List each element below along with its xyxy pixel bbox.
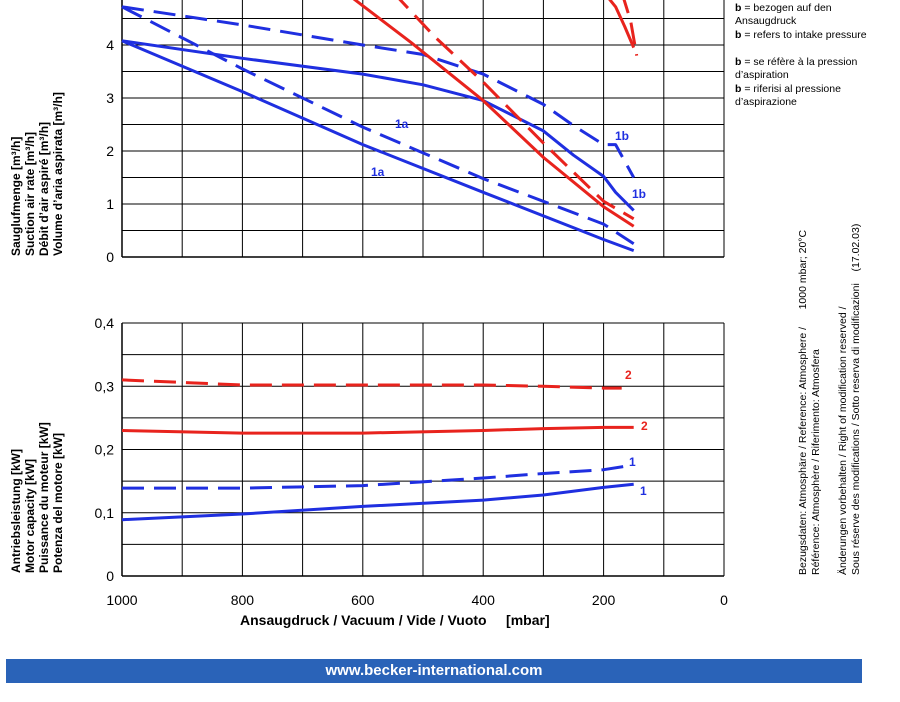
curve-label-1a-solid: 1a bbox=[371, 165, 385, 179]
x-tick-label: 200 bbox=[592, 592, 616, 608]
lower-ylabel-fr: Puissance du moteur [kW] bbox=[37, 422, 51, 573]
series-line-2-solid bbox=[121, 425, 634, 435]
y-tick-label: 0,2 bbox=[95, 442, 115, 458]
reference-data-line1: Bezugsdaten: Atmosphäre / Reference: Atm… bbox=[797, 229, 809, 575]
series-line-1a-solid bbox=[121, 39, 635, 253]
modification-note-line1: Änderungen vorbehalten / Right of modifi… bbox=[837, 306, 849, 576]
x-axis-title: Ansaugdruck / Vacuum / Vide / Vuoto [mba… bbox=[240, 612, 550, 628]
y-tick-label: 0 bbox=[106, 249, 114, 265]
axis-ticks: 0 1 2 3 4 0 0,1 0,2 0,3 0,4 1000 800 600 400 200 0 bbox=[95, 37, 729, 608]
series-line-1-solid bbox=[121, 482, 634, 522]
lower-plot-grid bbox=[121, 322, 725, 577]
curve-label-1-dashed: 1 bbox=[629, 455, 636, 469]
series-line-1b-dashed bbox=[121, 5, 636, 179]
series-line-1a-dashed bbox=[121, 5, 635, 246]
upper-plot-grid bbox=[121, 0, 725, 258]
curve-label-1-solid: 1 bbox=[640, 484, 647, 498]
upper-ylabel-it: Volume d’aria aspirata [m³/h] bbox=[51, 92, 65, 256]
upper-ylabel-de: Sauglufmenge [m³/h] bbox=[9, 136, 23, 256]
lower-plot-series bbox=[121, 378, 634, 522]
upper-plot-series bbox=[121, 0, 639, 253]
curve-label-2-solid: 2 bbox=[641, 419, 648, 433]
note-fr: b = se réfère à la pression d’aspiration bbox=[735, 56, 858, 81]
series-line-2-dashed bbox=[121, 378, 622, 390]
curve-label-1a-dashed: 1a bbox=[395, 117, 409, 131]
x-tick-label: 1000 bbox=[106, 592, 137, 608]
reference-data-line2: Référence: Atmosphère / Riferimento: Atm… bbox=[810, 349, 822, 575]
y-tick-label: 0,1 bbox=[95, 505, 115, 521]
curve-label-2-dashed: 2 bbox=[625, 368, 632, 382]
lower-ylabel-de: Antriebsleistung [kW] bbox=[9, 448, 23, 573]
series-line-red-solid bbox=[352, 0, 635, 228]
x-tick-label: 800 bbox=[231, 592, 255, 608]
curve-label-1b-solid: 1b bbox=[632, 187, 646, 201]
x-tick-label: 0 bbox=[720, 592, 728, 608]
upper-ylabel-fr: Débit d’air aspiré [m³/h] bbox=[37, 121, 51, 256]
series-line-1b-solid bbox=[121, 39, 635, 212]
y-tick-label: 1 bbox=[106, 196, 114, 212]
lower-ylabel-it: Potenza del motore [kW] bbox=[51, 432, 65, 573]
y-tick-label: 0,4 bbox=[95, 315, 115, 331]
y-tick-label: 2 bbox=[106, 143, 114, 159]
lower-ylabel-en: Motor capacity [kW] bbox=[23, 458, 37, 573]
upper-ylabel-en: Suction air rate [m³/h] bbox=[23, 131, 37, 256]
series-line-1-dashed bbox=[122, 464, 628, 490]
series-line-red-dashed bbox=[398, 0, 635, 221]
series-line-red-solid bbox=[608, 0, 636, 49]
x-tick-label: 400 bbox=[472, 592, 496, 608]
note-de: b = bezogen auf den Ansaugdruck bbox=[735, 2, 832, 27]
x-tick-label: 600 bbox=[351, 592, 375, 608]
series-line-red-dashed bbox=[622, 0, 639, 56]
note-en: b = refers to intake pressure bbox=[735, 29, 867, 41]
y-tick-label: 4 bbox=[106, 37, 114, 53]
y-tick-label: 0,3 bbox=[95, 378, 115, 394]
footer-url[interactable]: www.becker-international.com bbox=[6, 659, 862, 683]
modification-note-line2: Sous réserve des modifications / Sotto r… bbox=[850, 223, 862, 575]
y-tick-label: 0 bbox=[106, 568, 114, 584]
note-it: b = riferisi al pressione d’aspirazione bbox=[735, 83, 841, 108]
curve-label-1b-dashed: 1b bbox=[615, 129, 629, 143]
y-tick-label: 3 bbox=[106, 90, 114, 106]
